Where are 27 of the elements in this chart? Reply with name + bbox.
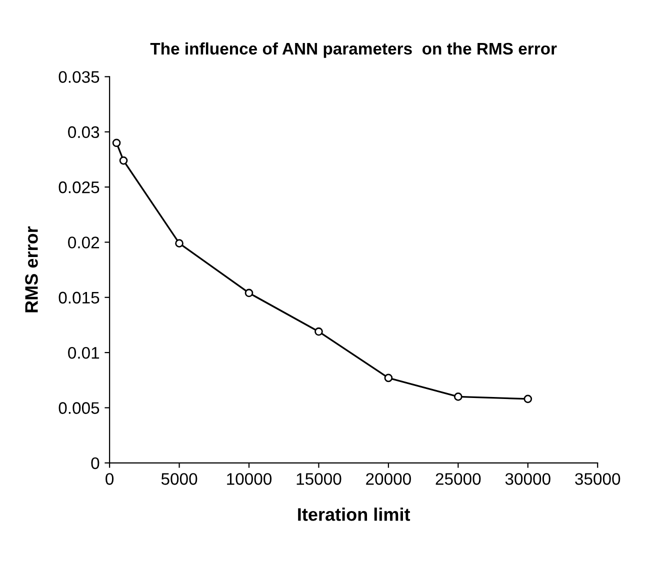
point (314, 327, 323, 336)
x-tick-label: 15000 (296, 473, 342, 485)
point (175, 239, 184, 248)
x-tick-label: 35000 (575, 473, 620, 485)
y-tick-label: 0.03 (68, 126, 100, 138)
x-tick-label: 30000 (505, 473, 550, 485)
point (524, 394, 532, 404)
point (119, 156, 128, 165)
point (112, 138, 121, 148)
x-tick-label: 0 (106, 473, 114, 485)
point (244, 288, 254, 298)
y-tick-label: 0.025 (58, 181, 100, 194)
point (454, 392, 462, 401)
y-tick-label: 0.01 (68, 346, 100, 359)
chart-title: The influence of ANN parameters on the RMS error (150, 42, 557, 58)
x-tick-label: 5000 (161, 473, 198, 485)
y-tick-label: 0.02 (68, 236, 100, 248)
y-tick-label: 0.005 (58, 402, 100, 414)
x-tick-label: 20000 (366, 473, 411, 485)
x-tick-label: 10000 (227, 473, 272, 485)
y-tick-label: 0.035 (58, 71, 100, 83)
y-tick-label: 0 (91, 457, 100, 470)
point (384, 374, 393, 382)
y-tick-label: 0.015 (58, 292, 100, 304)
x-axis-title: Iteration limit (298, 508, 410, 521)
x-tick-label: 25000 (436, 473, 481, 485)
y-axis-title: RMS error (25, 226, 38, 312)
